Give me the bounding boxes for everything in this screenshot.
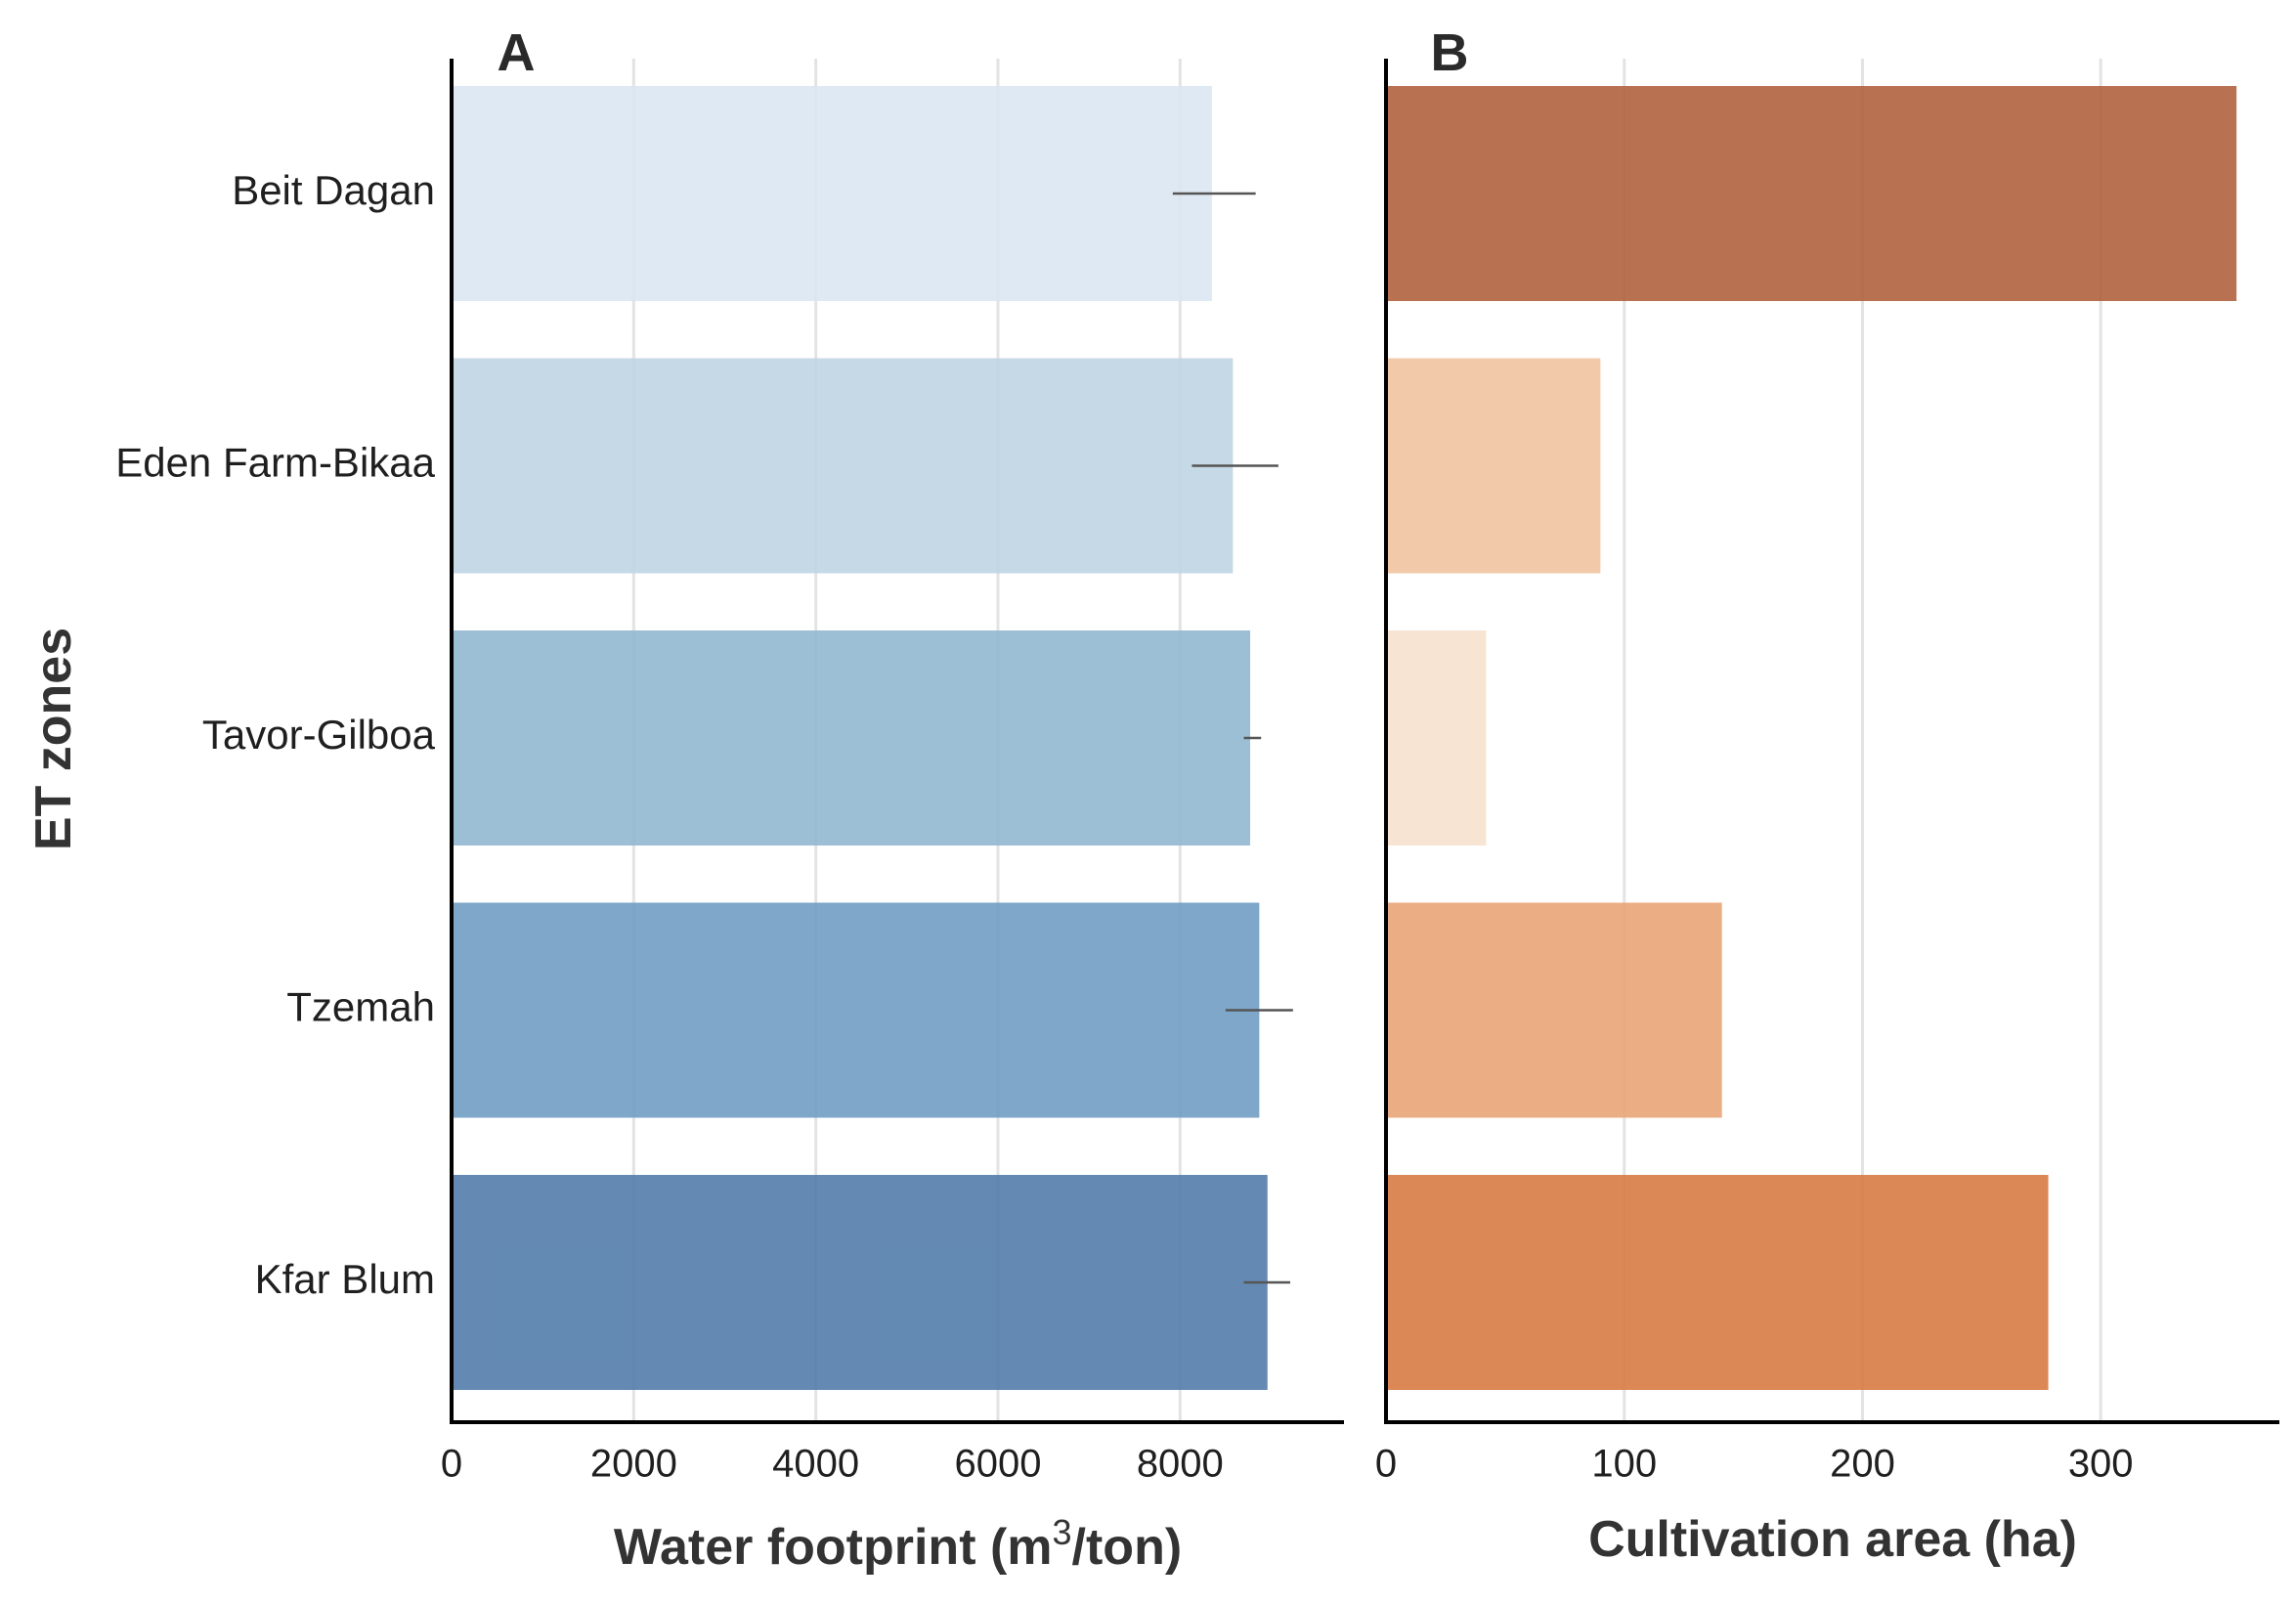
x-axis-title-b: Cultivation area (ha) [1588,1511,2077,1568]
x-tick-label-a-0: 0 [441,1443,462,1486]
x-tick-label-b-3: 300 [2068,1443,2134,1486]
bar-a-4 [452,1175,1268,1390]
category-label-2: Tavor-Gilboa [202,712,436,758]
category-label-1: Eden Farm-Bikaa [115,440,435,486]
panel-b: 0 100 200 300 B Cultivation area (ha) [1375,23,2279,1568]
x-tick-label-b-2: 200 [1830,1443,1895,1486]
category-label-0: Beit Dagan [232,167,435,213]
category-label-4: Kfar Blum [255,1256,435,1302]
bar-b-3 [1386,902,1722,1118]
x-tick-label-a-1: 2000 [590,1443,677,1486]
x-tick-label-a-4: 8000 [1137,1443,1224,1486]
panel-a: 0 2000 4000 6000 8000 A Water footprint (m3/to… [115,23,1344,1576]
bar-a-1 [452,358,1234,574]
bar-b-4 [1386,1175,2049,1390]
panel-label-b: B [1431,23,1469,82]
x-axis-title-a: Water footprint (m3/ton) [614,1512,1182,1576]
bar-a-3 [452,902,1260,1118]
bar-b-0 [1386,86,2237,301]
y-axis-title: ET zones [25,628,82,850]
panel-label-a: A [498,23,536,82]
bar-b-2 [1386,630,1487,845]
x-tick-label-a-3: 6000 [954,1443,1041,1486]
bar-b-1 [1386,358,1601,574]
x-tick-label-b-1: 100 [1591,1443,1657,1486]
bar-a-0 [452,86,1212,301]
x-tick-label-a-2: 4000 [772,1443,859,1486]
bar-a-2 [452,630,1251,845]
x-tick-label-b-0: 0 [1375,1443,1397,1486]
category-label-3: Tzemah [286,984,435,1030]
